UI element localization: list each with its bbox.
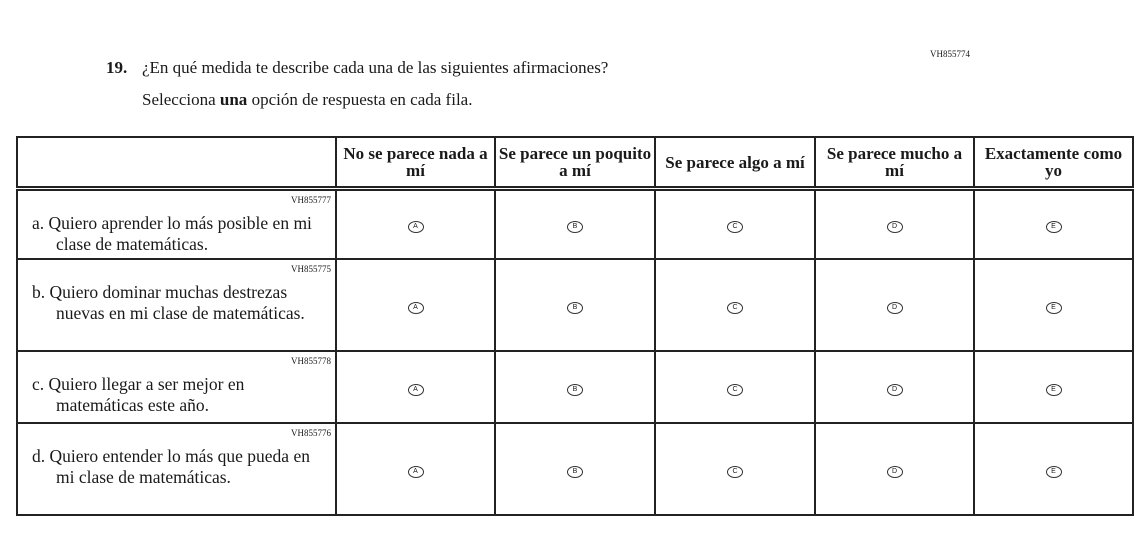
item-cell: VH855775 b. Quiero dominar muchas destrez… [16, 257, 337, 352]
answer-bubble[interactable]: C [727, 383, 743, 396]
table-row: VH855776 d. Quiero entender lo más que pu… [16, 421, 1134, 516]
item-cell: VH855777 a. Quiero aprender lo más posibl… [16, 187, 337, 260]
column-header: Se parece un poquito a mí [494, 136, 656, 191]
item-id: VH855777 [291, 195, 331, 205]
item-cell: VH855778 c. Quiero llegar a ser mejor en … [16, 349, 337, 424]
option-cell: E [973, 421, 1134, 516]
option-cell: B [494, 187, 656, 260]
column-header: Exactamente como yo [973, 136, 1134, 191]
answer-bubble[interactable]: A [407, 301, 424, 314]
option-cell: B [494, 349, 656, 424]
answer-bubble[interactable]: A [407, 221, 424, 234]
table-row: VH855777 a. Quiero aprender lo más posibl… [16, 187, 1134, 260]
answer-bubble[interactable]: B [567, 465, 583, 478]
answer-bubble[interactable]: D [886, 221, 903, 234]
header-row: No se parece nada a mí Se parece un poqui… [16, 136, 1134, 191]
option-cell: E [973, 257, 1134, 352]
option-cell: B [494, 421, 656, 516]
answer-bubble[interactable]: C [727, 221, 743, 234]
option-cell: D [814, 257, 975, 352]
option-cell: C [654, 257, 816, 352]
instruction: Selecciona una opción de respuesta en ca… [142, 90, 472, 110]
answer-bubble[interactable]: D [886, 465, 903, 478]
option-cell: A [335, 421, 496, 516]
option-cell: D [814, 187, 975, 260]
column-header: Se parece mucho a mí [814, 136, 975, 191]
column-header: No se parece nada a mí [335, 136, 496, 191]
option-cell: B [494, 257, 656, 352]
option-cell: C [654, 421, 816, 516]
question-id: VH855774 [930, 49, 970, 59]
answer-bubble[interactable]: A [407, 383, 424, 396]
column-header: Se parece algo a mí [654, 136, 816, 191]
item-id: VH855775 [291, 263, 331, 274]
instruction-pre: Selecciona [142, 90, 220, 109]
answer-bubble[interactable]: C [727, 301, 743, 314]
answer-bubble[interactable]: E [1045, 465, 1062, 478]
answer-bubble[interactable]: A [407, 465, 424, 478]
answer-bubble[interactable]: E [1045, 221, 1062, 234]
answer-bubble[interactable]: E [1045, 301, 1062, 314]
option-cell: C [654, 187, 816, 260]
answer-bubble[interactable]: B [567, 383, 583, 396]
table-row: VH855778 c. Quiero llegar a ser mejor en … [16, 349, 1134, 424]
option-cell: C [654, 349, 816, 424]
question-number: 19. [106, 58, 128, 77]
question-text: ¿En qué medida te describe cada una de l… [142, 58, 609, 77]
option-cell: D [814, 421, 975, 516]
item-text: d. Quiero entender lo más que pueda en m… [32, 445, 310, 487]
answer-bubble[interactable]: C [727, 465, 743, 478]
header-blank [16, 136, 337, 191]
answer-bubble[interactable]: B [567, 301, 583, 314]
table-row: VH855775 b. Quiero dominar muchas destrez… [16, 257, 1134, 352]
answer-bubble[interactable]: D [886, 301, 903, 314]
item-text: c. Quiero llegar a ser mejor en matemáti… [32, 373, 245, 415]
answer-bubble[interactable]: E [1045, 383, 1062, 396]
instruction-bold: una [219, 90, 248, 109]
item-id: VH855776 [291, 427, 331, 438]
item-cell: VH855776 d. Quiero entender lo más que pu… [16, 421, 337, 516]
option-cell: D [814, 349, 975, 424]
item-text: b. Quiero dominar muchas destrezas nueva… [32, 281, 305, 323]
response-grid: No se parece nada a mí Se parece un poqui… [16, 136, 1134, 516]
option-cell: E [973, 349, 1134, 424]
item-text: a. Quiero aprender lo más posible en mi … [32, 213, 312, 254]
option-cell: A [335, 257, 496, 352]
answer-bubble[interactable]: D [886, 383, 903, 396]
option-cell: A [335, 187, 496, 260]
option-cell: E [973, 187, 1134, 260]
item-id: VH855778 [291, 355, 331, 366]
answer-bubble[interactable]: B [567, 221, 583, 234]
instruction-post: opción de respuesta en cada fila. [247, 90, 473, 109]
option-cell: A [335, 349, 496, 424]
